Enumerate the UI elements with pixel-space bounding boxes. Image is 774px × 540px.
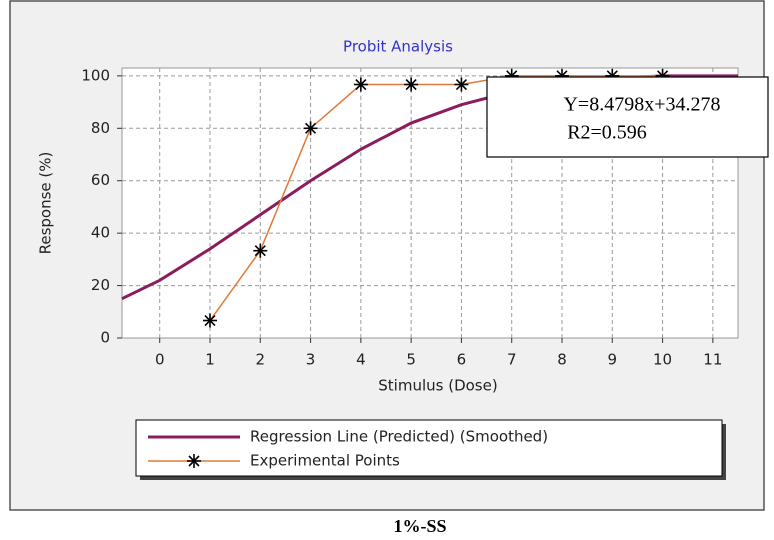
marker: [253, 243, 268, 258]
marker-stroke: [355, 78, 367, 91]
legend: [135, 419, 723, 477]
marker-stroke: [188, 455, 200, 467]
y-tick-label: 100: [81, 66, 110, 84]
marker: [353, 77, 368, 92]
x-tick-label: 10: [653, 351, 672, 369]
x-tick-label: 5: [406, 351, 416, 369]
marker: [303, 121, 318, 136]
chart-title: Probit Analysis: [343, 38, 453, 56]
y-axis-label: Response (%): [37, 152, 55, 255]
x-tick-label: 6: [457, 351, 467, 369]
marker-stroke: [305, 122, 317, 134]
x-tick-label: 3: [306, 351, 316, 369]
marker: [404, 77, 419, 92]
r-squared: R2=0.596: [567, 122, 647, 144]
equation: Y=8.4798x+34.278: [563, 94, 720, 116]
caption: 1%-SS: [393, 516, 446, 536]
x-tick-label: 7: [507, 351, 517, 369]
x-tick-label: 9: [608, 351, 618, 369]
equation-box: [486, 76, 769, 158]
marker-stroke: [405, 78, 417, 91]
y-tick-label: 20: [91, 276, 110, 294]
x-tick-label: 8: [557, 351, 567, 369]
plot: 0 20 40 60 80 100 0 1 2 3 4 5 6 7 8 9 10 11: [81, 66, 738, 369]
y-tick-label: 0: [100, 329, 110, 347]
y-tick-label: 60: [91, 171, 110, 189]
legend-items: Regression Line (Predicted) (Smoothed) Ex…: [148, 428, 548, 470]
marker-stroke: [455, 78, 467, 91]
marker-stroke: [204, 314, 216, 327]
marker: [454, 77, 469, 92]
x-tick-label: 2: [256, 351, 266, 369]
y-tick-label: 40: [91, 224, 110, 242]
marker: [203, 313, 217, 328]
x-tick-label: 0: [155, 351, 165, 369]
x-tick-label: 1: [205, 351, 215, 369]
legend-label: Regression Line (Predicted) (Smoothed): [250, 428, 548, 446]
x-tick-label: 11: [703, 351, 722, 369]
marker: [187, 454, 201, 468]
series-line: [209, 75, 663, 321]
marker-stroke: [254, 245, 266, 257]
legend-label: Experimental Points: [250, 452, 400, 470]
x-axis-label: Stimulus (Dose): [378, 377, 497, 395]
x-tick-label: 4: [356, 351, 366, 369]
y-tick-label: 80: [91, 119, 110, 137]
